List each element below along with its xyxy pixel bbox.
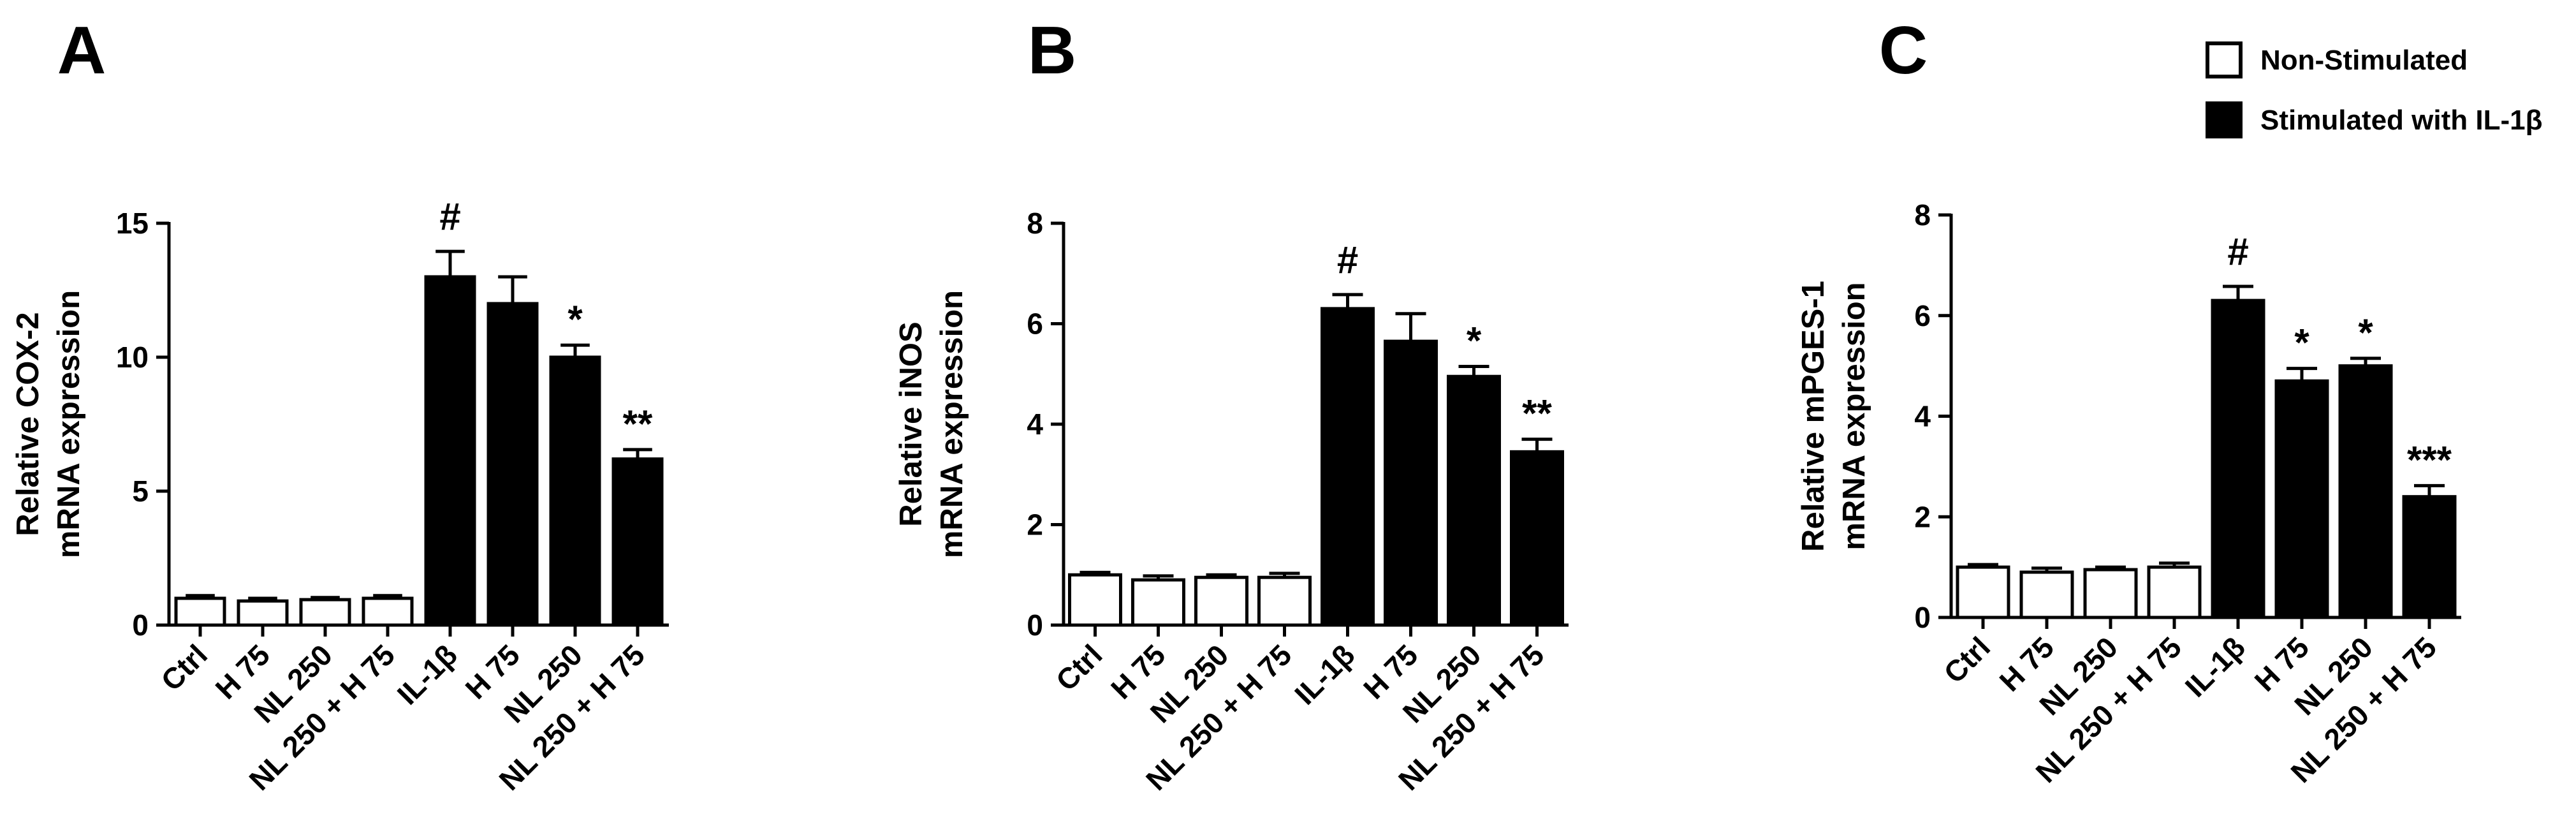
legend: Non-Stimulated Stimulated with IL-1β — [2206, 41, 2542, 138]
significance-label: # — [2227, 230, 2248, 273]
significance-label: * — [2294, 321, 2309, 364]
y-tick-label: 8 — [1914, 198, 1931, 232]
bar — [2211, 299, 2265, 619]
bar — [174, 596, 226, 627]
panel-letter: A — [57, 13, 106, 88]
legend-label: Non-Stimulated — [2260, 45, 2468, 76]
legend-label: Stimulated with IL-1β — [2260, 105, 2542, 136]
x-tick-label: Ctrl — [154, 638, 214, 697]
y-axis-title: Relative mPGES-1 — [1796, 281, 1831, 552]
bar — [2019, 570, 2074, 619]
bar — [1384, 339, 1438, 627]
y-axis-title: mRNA expression — [935, 290, 969, 558]
significance-label: ** — [623, 402, 653, 445]
bar — [2274, 379, 2329, 619]
y-tick-label: 5 — [132, 475, 149, 508]
x-tick-label: IL-1β — [2179, 630, 2251, 703]
y-tick-label: 6 — [1914, 299, 1931, 332]
y-axis-title: Relative COX-2 — [11, 312, 45, 536]
bar — [237, 599, 289, 627]
x-tick-label: Ctrl — [1050, 638, 1109, 697]
bar — [1447, 374, 1501, 627]
x-tick-label: Ctrl — [1937, 630, 1996, 690]
bar — [2083, 568, 2138, 619]
panel-letter: C — [1879, 13, 1928, 88]
significance-label: # — [439, 195, 460, 238]
y-tick-label: 8 — [1027, 207, 1043, 240]
bar — [611, 457, 664, 627]
y-tick-label: 4 — [1914, 400, 1931, 433]
bar — [1194, 575, 1248, 627]
bar — [487, 302, 539, 627]
bar — [1068, 573, 1122, 627]
legend-swatch — [2206, 101, 2243, 138]
bar — [1257, 575, 1312, 627]
y-tick-label: 0 — [132, 609, 149, 642]
bar — [1321, 307, 1375, 627]
y-tick-label: 2 — [1914, 500, 1931, 533]
y-tick-label: 4 — [1027, 408, 1043, 441]
y-tick-label: 0 — [1027, 609, 1043, 642]
y-tick-label: 2 — [1027, 508, 1043, 542]
bar — [2147, 565, 2202, 619]
x-tick-label: IL-1β — [1288, 638, 1361, 711]
y-axis-title: mRNA expression — [52, 290, 86, 558]
bar — [549, 355, 601, 627]
bar — [1131, 578, 1185, 627]
y-tick-label: 10 — [116, 341, 149, 374]
significance-label: ** — [1522, 392, 1552, 435]
bar — [1510, 450, 1564, 627]
y-tick-label: 6 — [1027, 307, 1043, 341]
y-tick-label: 15 — [116, 207, 149, 240]
significance-label: * — [567, 298, 583, 341]
bar — [2402, 495, 2457, 619]
bar — [299, 598, 351, 627]
bar — [362, 596, 414, 627]
panel-letter: B — [1028, 13, 1077, 88]
significance-label: *** — [2407, 438, 2452, 481]
panel-A: A 0 5 10 15 Relative COX-2 mRNA expression Ctrl… — [11, 13, 669, 797]
bar — [1956, 565, 2010, 619]
significance-label: * — [2358, 311, 2373, 354]
significance-label: # — [1337, 239, 1358, 281]
bar — [424, 275, 476, 627]
legend-swatch — [2206, 41, 2243, 78]
y-axis-title: Relative iNOS — [894, 321, 928, 526]
y-axis-title: mRNA expression — [1837, 282, 1871, 550]
x-tick-label: IL-1β — [391, 638, 464, 711]
y-tick-label: 0 — [1914, 601, 1931, 634]
significance-label: * — [1467, 319, 1482, 362]
bar — [2338, 364, 2393, 619]
